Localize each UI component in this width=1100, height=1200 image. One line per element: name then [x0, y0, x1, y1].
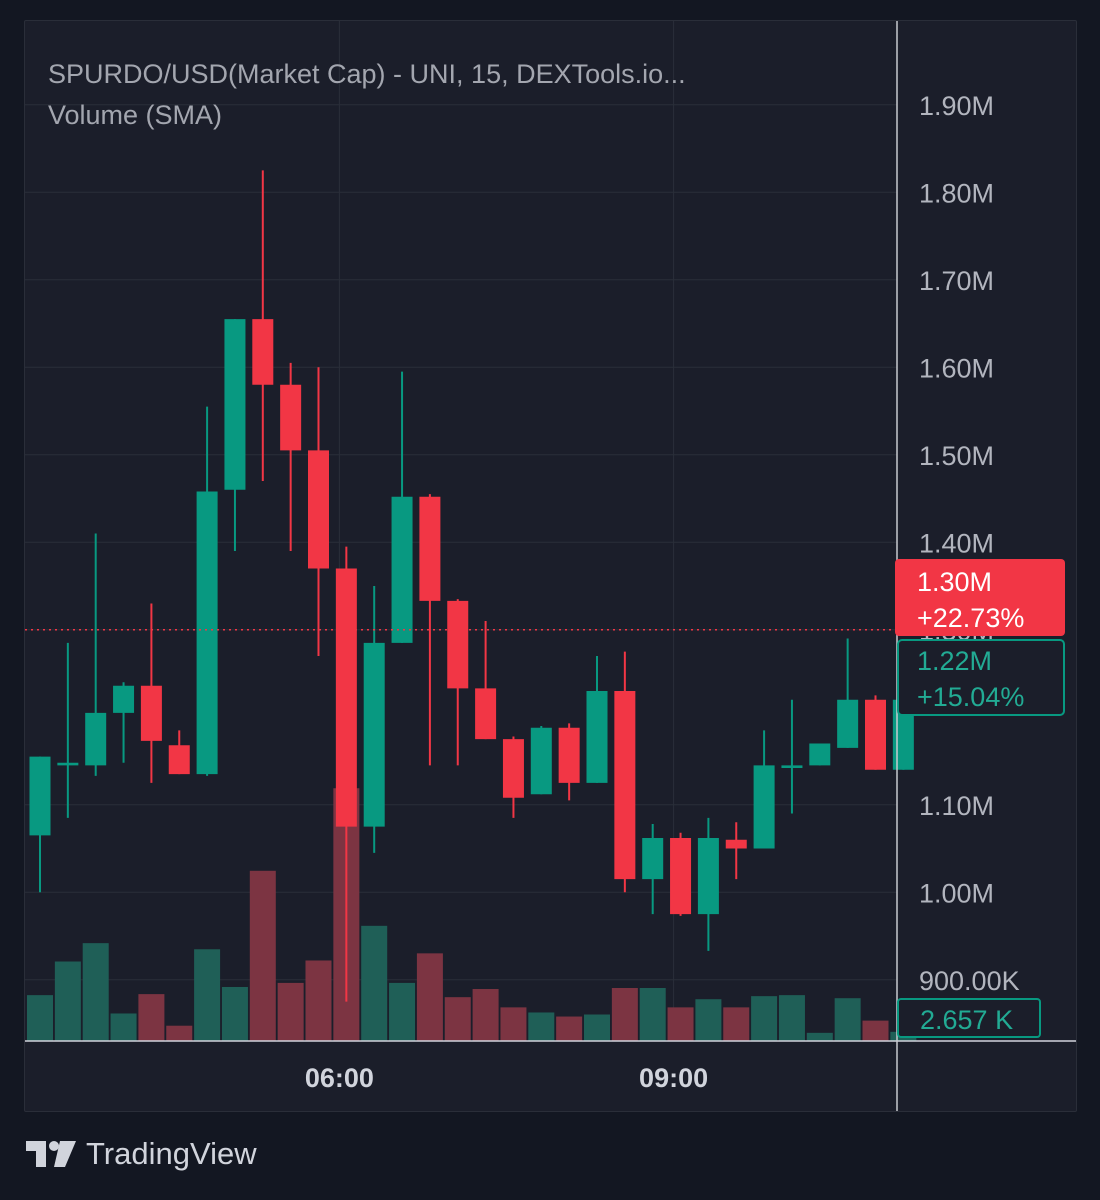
price-tick-label: 1.00M	[919, 878, 994, 908]
volume-bar	[584, 1014, 610, 1041]
candle-body	[475, 688, 497, 740]
candle-body	[670, 838, 692, 915]
volume-legend-label: Volume (SMA)	[48, 100, 223, 130]
candle-body	[725, 839, 747, 849]
volume-bar	[389, 982, 416, 1041]
candle-body	[363, 642, 385, 827]
candle-body	[530, 727, 552, 795]
volume-bar	[138, 994, 165, 1041]
volume-bar	[221, 986, 248, 1041]
volume-bar	[751, 996, 778, 1041]
volume-bar	[27, 995, 53, 1041]
volume-bar	[110, 1013, 137, 1041]
candlestick-chart[interactable]: 1.90M 1.80M 1.70M 1.60M 1.50M 1.40M 1.30M 1.10M…	[25, 21, 1076, 1111]
chart-legend-title: SPURDO/USD(Market Cap) - UNI, 15, DEXToo…	[48, 59, 686, 89]
candle-body	[196, 491, 218, 775]
candle-body	[642, 838, 664, 880]
candle-body	[140, 685, 162, 741]
candles	[29, 170, 914, 1002]
current-price-tag	[895, 559, 1065, 636]
price-tick-label: 1.50M	[919, 441, 994, 471]
volume-bar	[166, 1025, 193, 1041]
volume-bar	[611, 988, 638, 1041]
price-tick-label: 1.10M	[919, 791, 994, 821]
candle-body	[586, 691, 608, 783]
candle-body	[865, 699, 886, 770]
candle-body	[308, 450, 329, 569]
volume-bar	[500, 1007, 527, 1041]
volume-bar	[361, 925, 388, 1041]
grid	[25, 21, 897, 1041]
price-tick-label: 1.60M	[919, 353, 994, 383]
candle-body	[168, 745, 190, 775]
secondary-price-value: 1.22M	[917, 646, 992, 676]
candle-body	[280, 384, 302, 451]
price-tick-label: 1.70M	[919, 266, 994, 296]
time-tick-label: 06:00	[305, 1063, 374, 1093]
candle-body	[837, 699, 859, 748]
volume-bar	[778, 995, 805, 1041]
candle-body	[809, 743, 831, 766]
price-tick-label: 900.00K	[919, 966, 1020, 996]
tradingview-logo-icon	[26, 1141, 76, 1167]
volume-bar	[305, 960, 332, 1041]
candle-body	[614, 691, 636, 880]
candle-body	[335, 568, 357, 827]
candle-body	[892, 699, 914, 770]
volume-bar	[528, 1012, 555, 1041]
volume-bar	[54, 961, 81, 1041]
candle-body	[85, 712, 107, 766]
axis-overlays: 1.90M 1.80M 1.70M 1.60M 1.50M 1.40M 1.30M 1.10M…	[25, 21, 1076, 1111]
volume-value-tag	[897, 998, 1041, 1038]
volume-bar	[834, 998, 861, 1041]
volume-bar	[806, 1032, 833, 1041]
volume-bar	[277, 982, 304, 1041]
volume-bars	[27, 788, 917, 1041]
volume-bar	[556, 1016, 583, 1041]
current-price-value: 1.30M	[917, 567, 992, 597]
volume-bar	[695, 999, 722, 1041]
secondary-price-tag	[897, 639, 1065, 716]
candle-body	[419, 496, 441, 601]
volume-bar	[667, 1007, 694, 1041]
tradingview-brand-text: TradingView	[86, 1136, 257, 1171]
secondary-price-change: +15.04%	[917, 682, 1024, 712]
candle-body	[391, 496, 413, 643]
volume-bar	[416, 953, 443, 1041]
candle-body	[224, 319, 246, 490]
price-tick-label: 1.90M	[919, 91, 994, 121]
candle-body	[447, 600, 469, 689]
time-tick-label: 09:00	[639, 1063, 708, 1093]
chart-panel[interactable]: 1.90M 1.80M 1.70M 1.60M 1.50M 1.40M 1.30M 1.10M…	[24, 20, 1077, 1112]
candle-body	[57, 762, 79, 766]
footer: TradingView	[26, 1136, 257, 1172]
candle-body	[781, 765, 803, 768]
volume-bar	[472, 989, 499, 1041]
current-price-change: +22.73%	[917, 603, 1024, 633]
candle-body	[29, 756, 51, 836]
volume-bar	[639, 988, 666, 1041]
volume-bar	[249, 870, 276, 1041]
candle-body	[558, 727, 580, 783]
candle-body	[252, 319, 274, 385]
candle-body	[502, 739, 524, 798]
volume-value-label: 2.657 K	[920, 1005, 1013, 1035]
volume-bar	[862, 1020, 889, 1041]
volume-bar	[444, 997, 471, 1041]
candle-body	[753, 765, 775, 849]
price-tick-label: 1.40M	[919, 528, 994, 558]
price-tick-label: 1.80M	[919, 178, 994, 208]
volume-bar	[723, 1007, 750, 1041]
candle-body	[113, 685, 135, 713]
volume-bar	[82, 943, 109, 1041]
volume-bar	[194, 949, 221, 1041]
candle-body	[697, 838, 719, 915]
